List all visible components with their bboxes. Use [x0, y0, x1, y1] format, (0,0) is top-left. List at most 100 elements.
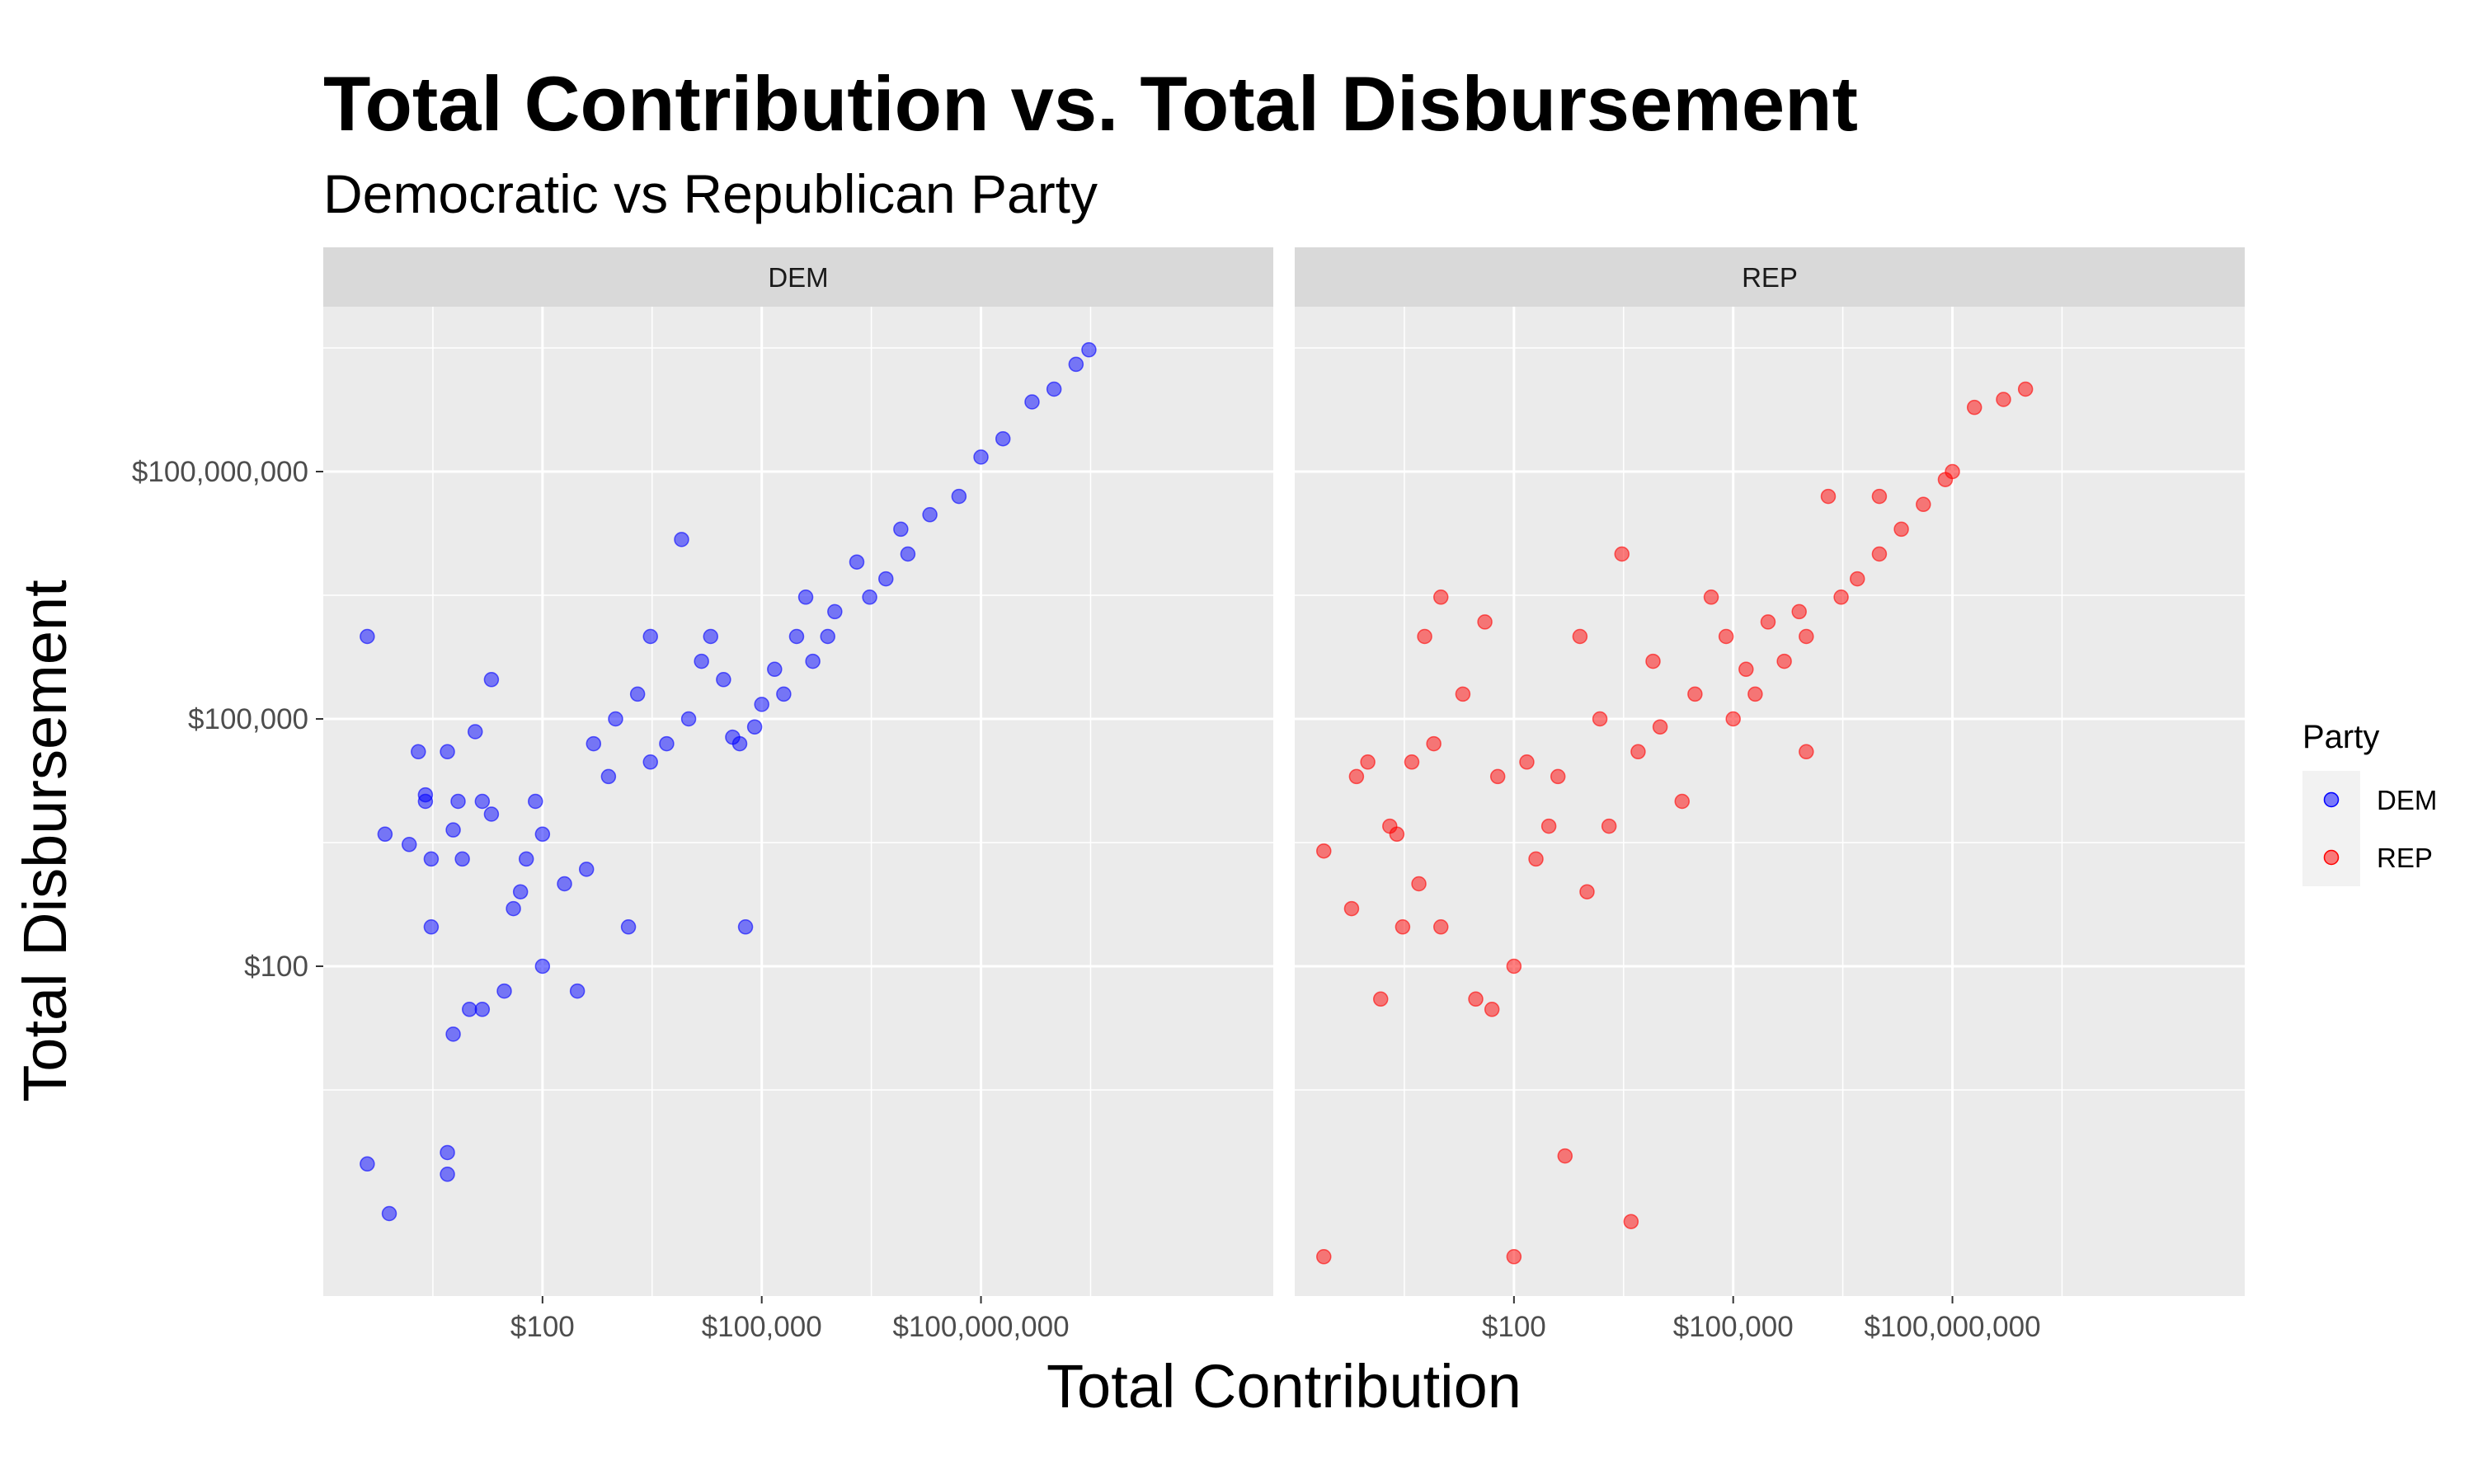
- scatter-point: [557, 876, 572, 892]
- scatter-point: [423, 919, 440, 935]
- scatter-point: [423, 851, 440, 867]
- legend-swatch: [2323, 791, 2340, 808]
- scatter-point: [788, 628, 805, 645]
- scatter-point: [440, 1144, 455, 1161]
- scatter-point: [411, 744, 426, 760]
- scatter-point: [703, 628, 719, 645]
- scatter-point: [528, 793, 543, 810]
- scatter-point: [1776, 653, 1792, 669]
- legend-label: REP: [2377, 843, 2433, 873]
- scatter-point: [1601, 818, 1617, 834]
- scatter-point: [1687, 686, 1703, 702]
- scatter-point: [1871, 546, 1888, 562]
- scatter-point: [951, 488, 967, 505]
- scatter-point: [1404, 754, 1420, 770]
- scatter-point: [1738, 661, 1754, 678]
- scatter-point: [731, 735, 748, 752]
- scatter-point: [467, 724, 483, 740]
- scatter-point: [849, 554, 865, 570]
- scatter-point: [534, 826, 551, 843]
- facet-panels: DEM $100 $100,000 $100,000,000 $100 $100,000 $…: [132, 247, 2245, 1343]
- scatter-point: [1348, 768, 1365, 785]
- series-rep: [1316, 381, 2034, 1265]
- scatter-point: [1703, 589, 1719, 605]
- scatter-point: [1046, 381, 1062, 397]
- legend-label: DEM: [2377, 785, 2437, 815]
- scatter-point: [1791, 603, 1807, 620]
- scatter-point: [680, 711, 697, 727]
- scatter-point: [1489, 768, 1506, 785]
- y-axis-title: Total Disbursement: [11, 580, 79, 1102]
- legend-items: DEM REP: [2302, 771, 2437, 886]
- scatter-point: [1945, 463, 1960, 480]
- scatter-point: [1996, 392, 2011, 407]
- scatter-point: [1623, 1214, 1639, 1229]
- x-tick-label: $100,000,000: [1864, 1311, 2040, 1343]
- scatter-point: [1674, 793, 1691, 810]
- scatter-point: [1652, 719, 1668, 735]
- scatter-point: [1916, 496, 1931, 513]
- scatter-point: [1645, 653, 1661, 669]
- facet-strip-label: REP: [1742, 262, 1798, 293]
- scatter-point: [995, 430, 1011, 447]
- scatter-point: [1395, 919, 1411, 935]
- chart-subtitle: Democratic vs Republican Party: [323, 163, 1098, 224]
- scatter-point: [1484, 1002, 1500, 1017]
- scatter-point: [973, 449, 989, 465]
- scatter-point: [1630, 744, 1646, 760]
- series-dem: [360, 342, 1097, 1222]
- scatter-point: [1372, 991, 1389, 1007]
- scatter-point: [512, 884, 529, 899]
- scatter-point: [1519, 754, 1535, 770]
- scatter-point: [1455, 686, 1471, 702]
- x-axis-title: Total Contribution: [1047, 1352, 1522, 1421]
- scatter-point: [518, 851, 534, 867]
- scatter-point: [629, 686, 646, 702]
- scatter-point: [534, 958, 551, 974]
- scatter-point: [1557, 1148, 1573, 1164]
- scatter-point: [805, 653, 821, 669]
- y-tick-label: $100,000,000: [132, 456, 308, 488]
- scatter-point: [1572, 628, 1588, 645]
- scatter-point: [1849, 571, 1865, 587]
- legend-item-rep: REP: [2302, 829, 2433, 886]
- x-tick-label: $100,000: [702, 1311, 822, 1343]
- y-tick-label: $100: [244, 951, 308, 983]
- scatter-point: [474, 1002, 491, 1017]
- scatter-point: [401, 837, 417, 852]
- scatter-point: [440, 744, 455, 760]
- panel-background: [323, 307, 1273, 1296]
- scatter-point: [674, 532, 689, 547]
- x-tick-label: $100: [1482, 1311, 1546, 1343]
- scatter-point: [1614, 546, 1630, 562]
- scatter-point: [377, 826, 393, 843]
- scatter-point: [496, 983, 512, 999]
- panel-background: [1295, 307, 2245, 1296]
- scatter-point: [461, 1002, 477, 1017]
- facet-panel-rep: REP $100 $100,000 $100,000,000: [1295, 247, 2245, 1343]
- scatter-point: [1528, 851, 1544, 867]
- x-tick-label: $100: [510, 1311, 575, 1343]
- scatter-point: [2017, 381, 2034, 397]
- legend-title: Party: [2302, 719, 2379, 755]
- scatter-point: [1506, 958, 1522, 974]
- x-tick-label: $100,000,000: [892, 1311, 1069, 1343]
- scatter-point: [578, 862, 595, 877]
- scatter-point: [1432, 919, 1449, 935]
- scatter-point: [1081, 342, 1097, 358]
- chart-title: Total Contribution vs. Total Disbursemen…: [323, 60, 1858, 147]
- scatter-point: [642, 754, 658, 770]
- scatter-point: [754, 697, 769, 712]
- scatter-point: [1316, 1249, 1332, 1265]
- scatter-point: [1343, 900, 1360, 917]
- facet-panel-dem: DEM $100 $100,000 $100,000,000 $100 $100,000 $…: [132, 247, 1273, 1343]
- x-tick-label: $100,000: [1673, 1311, 1794, 1343]
- scatter-point: [694, 653, 709, 669]
- scatter-point: [1799, 628, 1814, 645]
- facet-strip-rep: [1295, 247, 2245, 307]
- scatter-point: [1477, 614, 1493, 630]
- scatter-point: [1592, 711, 1608, 727]
- scatter-point: [1799, 744, 1814, 760]
- scatter-point: [381, 1205, 397, 1222]
